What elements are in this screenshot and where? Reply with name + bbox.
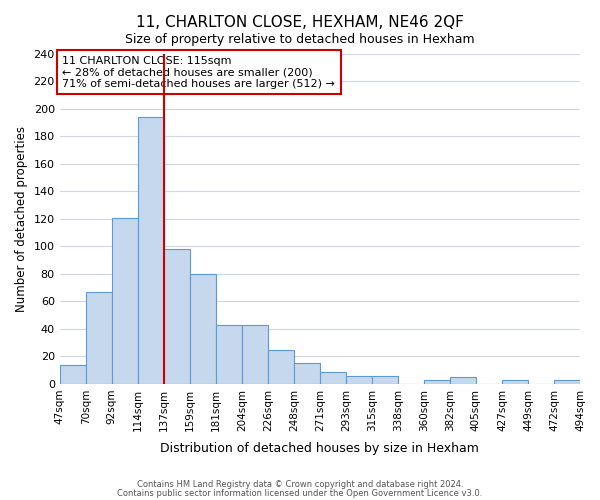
Bar xyxy=(268,350,294,384)
Text: 11 CHARLTON CLOSE: 115sqm
← 28% of detached houses are smaller (200)
71% of semi: 11 CHARLTON CLOSE: 115sqm ← 28% of detac… xyxy=(62,56,335,89)
Bar xyxy=(424,380,450,384)
Text: 11, CHARLTON CLOSE, HEXHAM, NE46 2QF: 11, CHARLTON CLOSE, HEXHAM, NE46 2QF xyxy=(136,15,464,30)
Bar xyxy=(346,376,372,384)
Text: Contains HM Land Registry data © Crown copyright and database right 2024.: Contains HM Land Registry data © Crown c… xyxy=(137,480,463,489)
Bar xyxy=(242,325,268,384)
Text: Size of property relative to detached houses in Hexham: Size of property relative to detached ho… xyxy=(125,32,475,46)
Bar xyxy=(372,376,398,384)
Bar xyxy=(216,325,242,384)
Bar xyxy=(554,380,580,384)
Bar xyxy=(450,377,476,384)
Bar xyxy=(164,249,190,384)
Bar xyxy=(320,372,346,384)
Y-axis label: Number of detached properties: Number of detached properties xyxy=(15,126,28,312)
Text: Contains public sector information licensed under the Open Government Licence v3: Contains public sector information licen… xyxy=(118,488,482,498)
Bar xyxy=(86,292,112,384)
Bar xyxy=(294,364,320,384)
Bar xyxy=(190,274,216,384)
Bar xyxy=(112,218,138,384)
Bar xyxy=(502,380,528,384)
X-axis label: Distribution of detached houses by size in Hexham: Distribution of detached houses by size … xyxy=(160,442,479,455)
Bar xyxy=(59,364,86,384)
Bar xyxy=(138,117,164,384)
